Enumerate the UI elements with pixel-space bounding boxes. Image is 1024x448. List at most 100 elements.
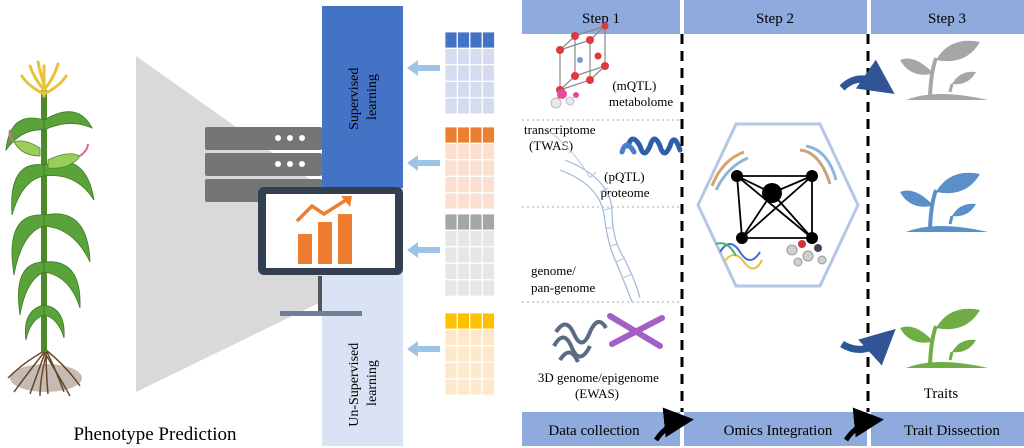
grid-cell	[469, 263, 483, 280]
input-arrows	[407, 60, 440, 357]
grid-cell	[457, 97, 470, 115]
grid-cell	[469, 159, 483, 177]
step3-title: Step 3	[928, 11, 966, 27]
grid-cell	[482, 329, 495, 346]
grid-cell	[469, 230, 483, 247]
supervised-band	[322, 6, 403, 188]
grid-cell	[444, 126, 458, 144]
grid-cell	[457, 31, 470, 49]
protein-structure-icon	[715, 242, 763, 270]
step1-title: Step 1	[582, 11, 620, 27]
grid-cell	[469, 64, 483, 82]
grid-cell	[469, 126, 483, 144]
grid-cell	[444, 143, 458, 160]
grid-cell	[444, 312, 458, 330]
data-grids	[444, 31, 495, 396]
grid-cell	[469, 329, 483, 346]
grid-cell	[482, 48, 495, 65]
grid-cell	[457, 48, 470, 65]
grid-cell	[457, 246, 470, 264]
grid-cell	[469, 213, 483, 231]
transcriptome-text: transcriptome	[524, 122, 596, 137]
curved-arrow-icon-bottom	[840, 328, 896, 366]
projection-beam	[136, 56, 325, 392]
grid-cell	[444, 329, 458, 346]
dna-fragment-icon	[799, 144, 838, 185]
corn-plant-icon	[5, 60, 95, 397]
grid-cell	[457, 64, 470, 82]
grid-cell	[469, 345, 483, 363]
helix-protein-icon	[619, 136, 683, 156]
grid-cell	[457, 126, 470, 144]
pan-genome-text: pan-genome	[531, 280, 595, 295]
grid-cell	[457, 159, 470, 177]
grid-cell	[457, 312, 470, 330]
left-arrow-icon	[407, 60, 440, 76]
transcriptome-label: transcriptome (TWAS)	[524, 122, 599, 153]
ewas-text: (EWAS)	[575, 386, 619, 401]
supervised-label-line-1: Supervised	[347, 68, 362, 130]
mqtl-text: (mQTL)	[612, 78, 656, 93]
trait-dissection-label: Trait Dissection	[904, 423, 1000, 439]
grid-cell	[482, 192, 495, 210]
grid-cell	[469, 312, 483, 330]
grid-cell	[457, 192, 470, 210]
phenotype-prediction-caption: Phenotype Prediction	[73, 424, 237, 445]
step2-footer	[684, 412, 867, 446]
grid-cell	[469, 246, 483, 264]
genome-text: genome/	[531, 263, 576, 278]
grid-cell	[469, 192, 483, 210]
traits-label: Traits	[924, 386, 959, 402]
dna-icon	[544, 127, 641, 303]
grid-cell	[482, 378, 495, 396]
epigenome-label: 3D genome/epigenome (EWAS)	[538, 370, 662, 401]
chromosome-icon	[552, 313, 665, 363]
grid-cell	[482, 81, 495, 98]
grid-cell	[444, 81, 458, 98]
grid-cell	[444, 31, 458, 49]
seedling-icon-green	[900, 308, 988, 368]
grid-cell	[457, 279, 470, 297]
grid-cell	[469, 31, 483, 49]
grid-cell	[457, 329, 470, 346]
grid-cell	[444, 362, 458, 379]
grid-cell	[482, 213, 495, 231]
curved-arrow-icon-top	[839, 59, 895, 94]
seedling-icon-blue	[900, 172, 988, 232]
supervised-label-line-2: learning	[365, 74, 380, 120]
grid-cell	[457, 81, 470, 98]
step1-footer	[522, 412, 680, 446]
grid-cell	[482, 230, 495, 247]
grid-cell	[444, 378, 458, 396]
grid-cell	[482, 345, 495, 363]
grid-cell	[457, 345, 470, 363]
grid-cell	[457, 378, 470, 396]
monitor-chart-icon	[258, 187, 403, 316]
left-arrow-icon	[407, 341, 440, 357]
pqtl-text: (pQTL)	[604, 169, 644, 184]
step3-footer	[871, 412, 1024, 446]
grid-cell	[469, 279, 483, 297]
grid-cell	[444, 213, 458, 231]
grid-cell	[444, 263, 458, 280]
grid-cell	[469, 81, 483, 98]
genome-label: genome/ pan-genome	[531, 263, 595, 295]
grid-cell	[444, 48, 458, 65]
grid-cell	[482, 362, 495, 379]
grid-cell	[482, 64, 495, 82]
server-icon	[205, 127, 322, 202]
unsupervised-label-line-2: learning	[365, 360, 380, 406]
dna-fragment-icon	[710, 150, 749, 191]
metabolome-grid	[444, 31, 495, 115]
grid-cell	[457, 176, 470, 193]
unsupervised-label: Un-Supervised learning	[347, 343, 380, 427]
proteome-label: (pQTL) proteome	[600, 169, 649, 200]
grid-cell	[482, 31, 495, 49]
grid-cell	[469, 48, 483, 65]
left-arrow-icon	[407, 155, 440, 171]
grid-cell	[482, 312, 495, 330]
step2-header	[684, 0, 867, 34]
grid-cell	[482, 263, 495, 280]
grid-cell	[444, 230, 458, 247]
